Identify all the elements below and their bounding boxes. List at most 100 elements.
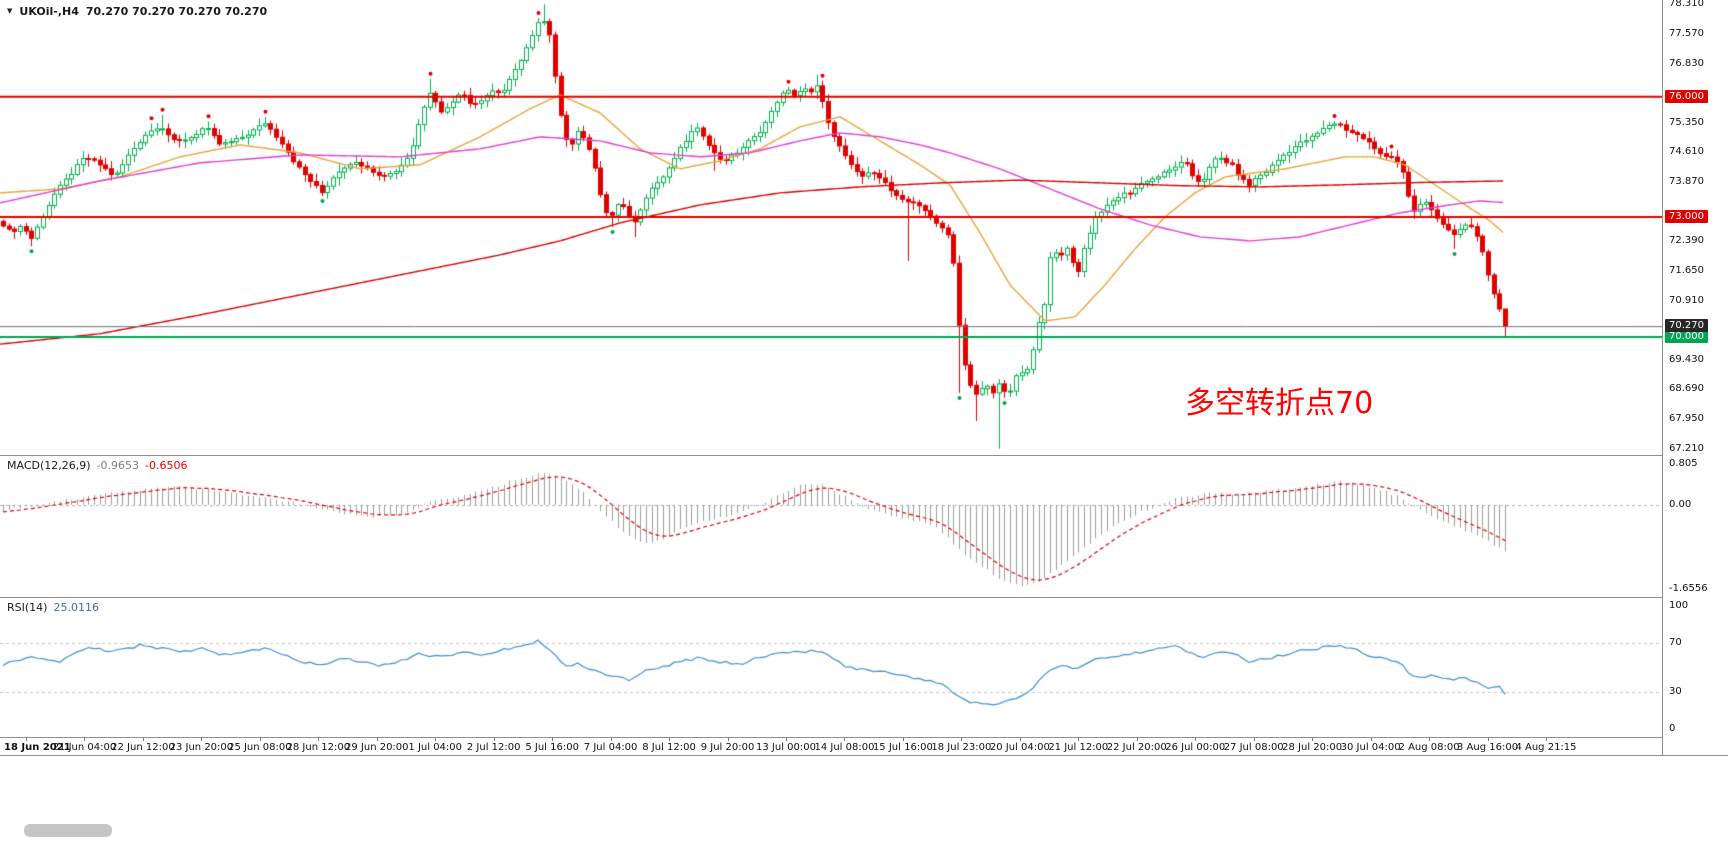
time-axis-tick (1488, 738, 1489, 741)
rsi-label: RSI(14) (7, 601, 48, 614)
time-axis-label: 23 Jun 20:00 (169, 742, 234, 753)
macd-axis-label: 0.805 (1669, 458, 1698, 469)
time-axis-tick (728, 738, 729, 741)
chart-symbol-title: ▼ UKOil-,H4 70.270 70.270 70.270 70.270 (7, 5, 267, 18)
price-axis-label: 70.910 (1669, 294, 1704, 306)
price-axis-label: 76.830 (1669, 57, 1704, 69)
time-axis-tick (844, 738, 845, 741)
rsi-canvas[interactable] (0, 598, 1662, 737)
macd-axis-label: 0.00 (1669, 498, 1692, 510)
macd-axis-label: -1.6556 (1669, 583, 1708, 594)
time-axis-tick (260, 738, 261, 741)
bottom-scroll-area (0, 756, 1728, 841)
time-axis-label: 28 Jul 20:00 (1282, 742, 1343, 753)
time-axis-tick (1371, 738, 1372, 741)
price-axis-label: 78.310 (1669, 0, 1704, 10)
price-level-tag: 70.000 (1665, 329, 1708, 343)
time-axis-tick (1429, 738, 1430, 741)
time-axis-label: 25 Jun 08:00 (228, 742, 292, 753)
macd-label: MACD(12,26,9) (7, 459, 91, 472)
time-axis-tick (494, 738, 495, 741)
current-price-tag: 70.270 (1665, 319, 1708, 333)
price-axis-label: 68.690 (1669, 383, 1704, 395)
time-axis-label: 5 Jul 16:00 (525, 742, 579, 753)
time-axis-tick (435, 738, 436, 741)
rsi-axis-label: 100 (1669, 600, 1689, 611)
time-axis-tick (786, 738, 787, 741)
time-axis-label: 22 Jul 20:00 (1106, 742, 1167, 753)
time-axis-label: 27 Jul 08:00 (1223, 742, 1284, 753)
time-axis-label: 26 Jul 00:00 (1165, 742, 1226, 753)
time-axis-label: 21 Jul 12:00 (1048, 742, 1109, 753)
macd-canvas[interactable] (0, 456, 1662, 597)
time-axis-tick (961, 738, 962, 741)
price-axis-label: 69.430 (1669, 353, 1704, 365)
time-axis-label: 18 Jun 2021 (4, 742, 71, 753)
price-axis-label: 77.570 (1669, 28, 1704, 39)
time-axis[interactable]: 18 Jun 2021 21 Jun 04:00 22 Jun 12:00 23 Ju… (0, 738, 1728, 755)
panel-separator[interactable] (0, 455, 1728, 456)
time-axis-label: 22 Jun 12:00 (111, 742, 175, 753)
time-axis-tick (1254, 738, 1255, 741)
main-chart-canvas[interactable] (0, 0, 1662, 455)
time-axis-tick (201, 738, 202, 741)
horizontal-scrollbar-thumb[interactable] (24, 824, 112, 837)
bottom-separator (0, 755, 1728, 756)
macd-panel: MACD(12,26,9) -0.9653 -0.6506 (0, 456, 1662, 597)
main-chart-panel: ▼ UKOil-,H4 70.270 70.270 70.270 70.270 … (0, 0, 1662, 455)
time-axis-label: 1 Jul 04:00 (408, 742, 463, 753)
time-axis-tick (552, 738, 553, 741)
time-axis-label: 3 Aug 16:00 (1456, 742, 1519, 753)
price-level-tag: 76.000 (1665, 89, 1708, 103)
price-axis-label: 72.390 (1669, 235, 1704, 247)
time-axis-tick (84, 738, 85, 741)
time-axis-label: 2 Jul 12:00 (466, 742, 521, 753)
time-axis-tick (143, 738, 144, 741)
time-axis-label: 28 Jun 12:00 (286, 742, 351, 753)
time-axis-tick (1546, 738, 1547, 741)
symbol-period-label: UKOil-,H4 (19, 5, 79, 18)
time-axis-tick (1078, 738, 1079, 741)
price-axis-label: 67.950 (1669, 412, 1704, 424)
time-axis-label: 7 Jul 04:00 (583, 742, 638, 753)
rsi-panel: RSI(14) 25.0116 (0, 598, 1662, 737)
price-axis[interactable]: 78.310 77.570 76.830 75.350 74.610 73.870 72.3… (1663, 0, 1728, 755)
time-axis-tick (611, 738, 612, 741)
time-axis-tick (669, 738, 670, 741)
rsi-axis-label: 30 (1669, 686, 1682, 698)
time-axis-label: 8 Jul 12:00 (642, 742, 696, 753)
panel-separator (0, 737, 1728, 738)
price-axis-label: 73.870 (1669, 176, 1704, 188)
time-axis-label: 15 Jul 16:00 (872, 742, 933, 753)
time-axis-label: 4 Aug 21:15 (1515, 742, 1577, 753)
time-axis-label: 2 Aug 08:00 (1398, 742, 1460, 753)
price-level-tag: 73.000 (1665, 209, 1708, 223)
rsi-value: 25.0116 (53, 601, 99, 614)
time-axis-tick (1195, 738, 1196, 741)
price-axis-label: 75.350 (1669, 116, 1704, 128)
price-axis-label: 71.650 (1669, 264, 1704, 276)
time-axis-label: 21 Jun 04:00 (52, 742, 117, 753)
time-axis-tick (903, 738, 904, 741)
macd-signal-value: -0.6506 (145, 459, 188, 472)
time-axis-tick (318, 738, 319, 741)
time-axis-tick (377, 738, 378, 741)
chart-annotation-text: 多空转折点70 (1185, 386, 1374, 421)
time-axis-label: 29 Jun 20:00 (345, 742, 409, 753)
time-axis-label: 9 Jul 20:00 (700, 742, 755, 753)
axis-separator (1662, 0, 1663, 755)
ohlc-quotes-label: 70.270 70.270 70.270 70.270 (85, 5, 268, 18)
time-axis-label: 14 Jul 08:00 (814, 742, 875, 753)
panel-separator[interactable] (0, 597, 1728, 598)
time-axis-label: 13 Jul 00:00 (756, 742, 816, 753)
time-axis-tick (1137, 738, 1138, 741)
time-axis-tick (1020, 738, 1021, 741)
chart-menu-triangle-icon[interactable]: ▼ (7, 7, 13, 15)
rsi-header: RSI(14) 25.0116 (7, 601, 105, 614)
time-axis-tick (1312, 738, 1313, 741)
time-axis-label: 18 Jul 23:00 (931, 742, 992, 753)
time-axis-label: 20 Jul 04:00 (989, 742, 1050, 753)
macd-header: MACD(12,26,9) -0.9653 -0.6506 (7, 459, 193, 472)
rsi-axis-label: 70 (1669, 636, 1682, 648)
